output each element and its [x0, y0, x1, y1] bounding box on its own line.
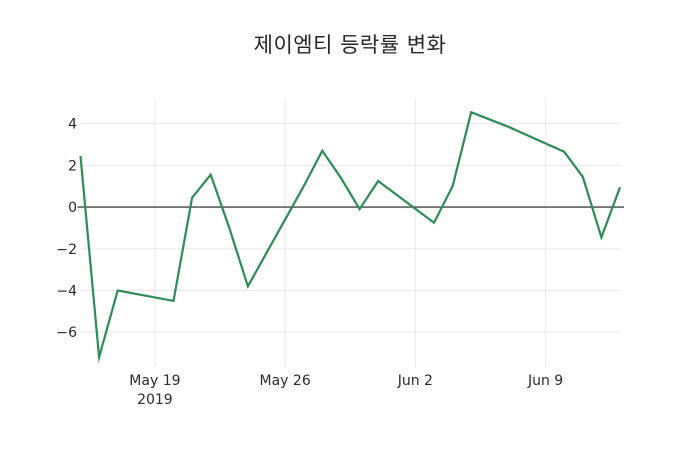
y-tick-label: −6: [56, 325, 77, 341]
series-line: [79, 110, 622, 364]
y-tick-label: −4: [56, 283, 77, 299]
x-tick-label: May 19: [129, 373, 180, 389]
y-tick-label: −2: [56, 242, 77, 258]
y-tick-label: 2: [68, 158, 77, 174]
x-tick-label: Jun 9: [527, 373, 563, 389]
y-tick-label: 0: [68, 200, 77, 216]
chart-title: 제이엠티 등락률 변화: [253, 33, 447, 57]
x-tick-label: Jun 2: [397, 373, 433, 389]
x-tick-year-label: 2019: [137, 392, 173, 408]
y-tick-label: 4: [68, 117, 77, 133]
x-tick-label: May 26: [260, 373, 311, 389]
